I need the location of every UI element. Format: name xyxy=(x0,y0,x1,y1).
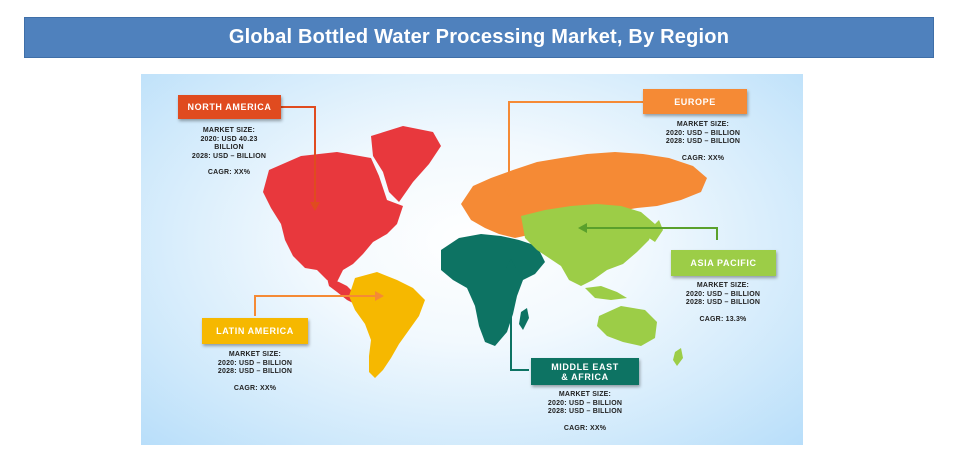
europe-arrowhead xyxy=(504,188,514,197)
mea-2028-value: 2028: USD – BILLION xyxy=(547,408,623,415)
latin-america-shape xyxy=(349,272,425,378)
europe-label: EUROPE xyxy=(643,89,747,114)
europe-name: EUROPE xyxy=(674,96,716,107)
north-america-arrowhead xyxy=(310,202,320,211)
north-america-info: MARKET SIZE: 2020: USD 40.23 BILLION 202… xyxy=(170,127,288,178)
apac-2028-value: 2028: USD – BILLION xyxy=(685,299,761,306)
north-america-name: NORTH AMERICA xyxy=(187,102,272,112)
mea-arrowhead xyxy=(506,259,516,268)
europe-connector xyxy=(508,101,643,190)
sea-islands-shape xyxy=(585,286,627,300)
asia-pacific-shape xyxy=(521,204,655,286)
europe-info: MARKET SIZE: 2020: USD – BILLION 2028: U… xyxy=(644,121,762,163)
mea-market-size-label: MARKET SIZE: xyxy=(558,391,612,398)
world-map-svg xyxy=(254,101,718,378)
page-title: Global Bottled Water Processing Market, … xyxy=(228,26,730,48)
na-market-size-label: MARKET SIZE: xyxy=(202,127,256,134)
latin-america-connector xyxy=(254,295,377,316)
asia-pacific-arrowhead xyxy=(578,223,587,233)
na-cagr: CAGR: XX% xyxy=(207,169,251,176)
mea-cagr: CAGR: XX% xyxy=(563,424,607,432)
north-america-shape xyxy=(263,152,403,282)
asia-pacific-name: ASIA PACIFIC xyxy=(690,258,757,268)
la-cagr: CAGR: XX% xyxy=(233,384,277,392)
apac-cagr: CAGR: 13.3% xyxy=(699,315,747,323)
la-market-size-label: MARKET SIZE: xyxy=(228,351,282,358)
apac-market-size-label: MARKET SIZE: xyxy=(696,282,750,289)
madagascar-shape xyxy=(519,308,529,330)
asia-pacific-label: ASIA PACIFIC xyxy=(671,250,776,276)
eu-cagr: CAGR: XX% xyxy=(681,154,725,162)
north-america-label: NORTH AMERICA xyxy=(178,95,281,119)
asia-pacific-info: MARKET SIZE: 2020: USD – BILLION 2028: U… xyxy=(664,282,782,324)
greenland-shape xyxy=(371,126,441,202)
japan-shape xyxy=(649,220,663,242)
asia-pacific-connector xyxy=(585,227,718,240)
eu-market-size-label: MARKET SIZE: xyxy=(676,121,730,128)
apac-2020-value: 2020: USD – BILLION xyxy=(685,290,761,298)
latin-america-info: MARKET SIZE: 2020: USD – BILLION 2028: U… xyxy=(196,351,314,393)
title-banner: Global Bottled Water Processing Market, … xyxy=(24,17,934,58)
north-america-connector xyxy=(281,106,316,204)
latin-america-name: LATIN AMERICA xyxy=(216,326,294,336)
mea-label: MIDDLE EAST & AFRICA xyxy=(531,358,639,385)
mea-info: MARKET SIZE: 2020: USD – BILLION 2028: U… xyxy=(526,391,644,433)
mea-name-line1: MIDDLE EAST xyxy=(551,361,619,372)
mea-name-line2: & AFRICA xyxy=(561,371,609,382)
latin-america-label: LATIN AMERICA xyxy=(202,318,308,344)
new-zealand-shape xyxy=(673,348,683,366)
mea-connector xyxy=(510,266,529,371)
mea-2020-value: 2020: USD – BILLION xyxy=(547,399,623,407)
mea-shape xyxy=(441,234,545,346)
na-2020-unit: BILLION xyxy=(214,144,244,151)
australia-shape xyxy=(597,306,657,346)
la-2028-value: 2028: USD – BILLION xyxy=(217,368,293,375)
la-2020-value: 2020: USD – BILLION xyxy=(217,359,293,367)
eu-2020-value: 2020: USD – BILLION xyxy=(665,129,741,137)
latin-america-arrowhead xyxy=(375,291,384,301)
na-2028-value: 2028: USD – BILLION xyxy=(191,152,267,160)
eu-2028-value: 2028: USD – BILLION xyxy=(665,138,741,145)
na-2020-value: 2020: USD 40.23 xyxy=(200,135,258,143)
